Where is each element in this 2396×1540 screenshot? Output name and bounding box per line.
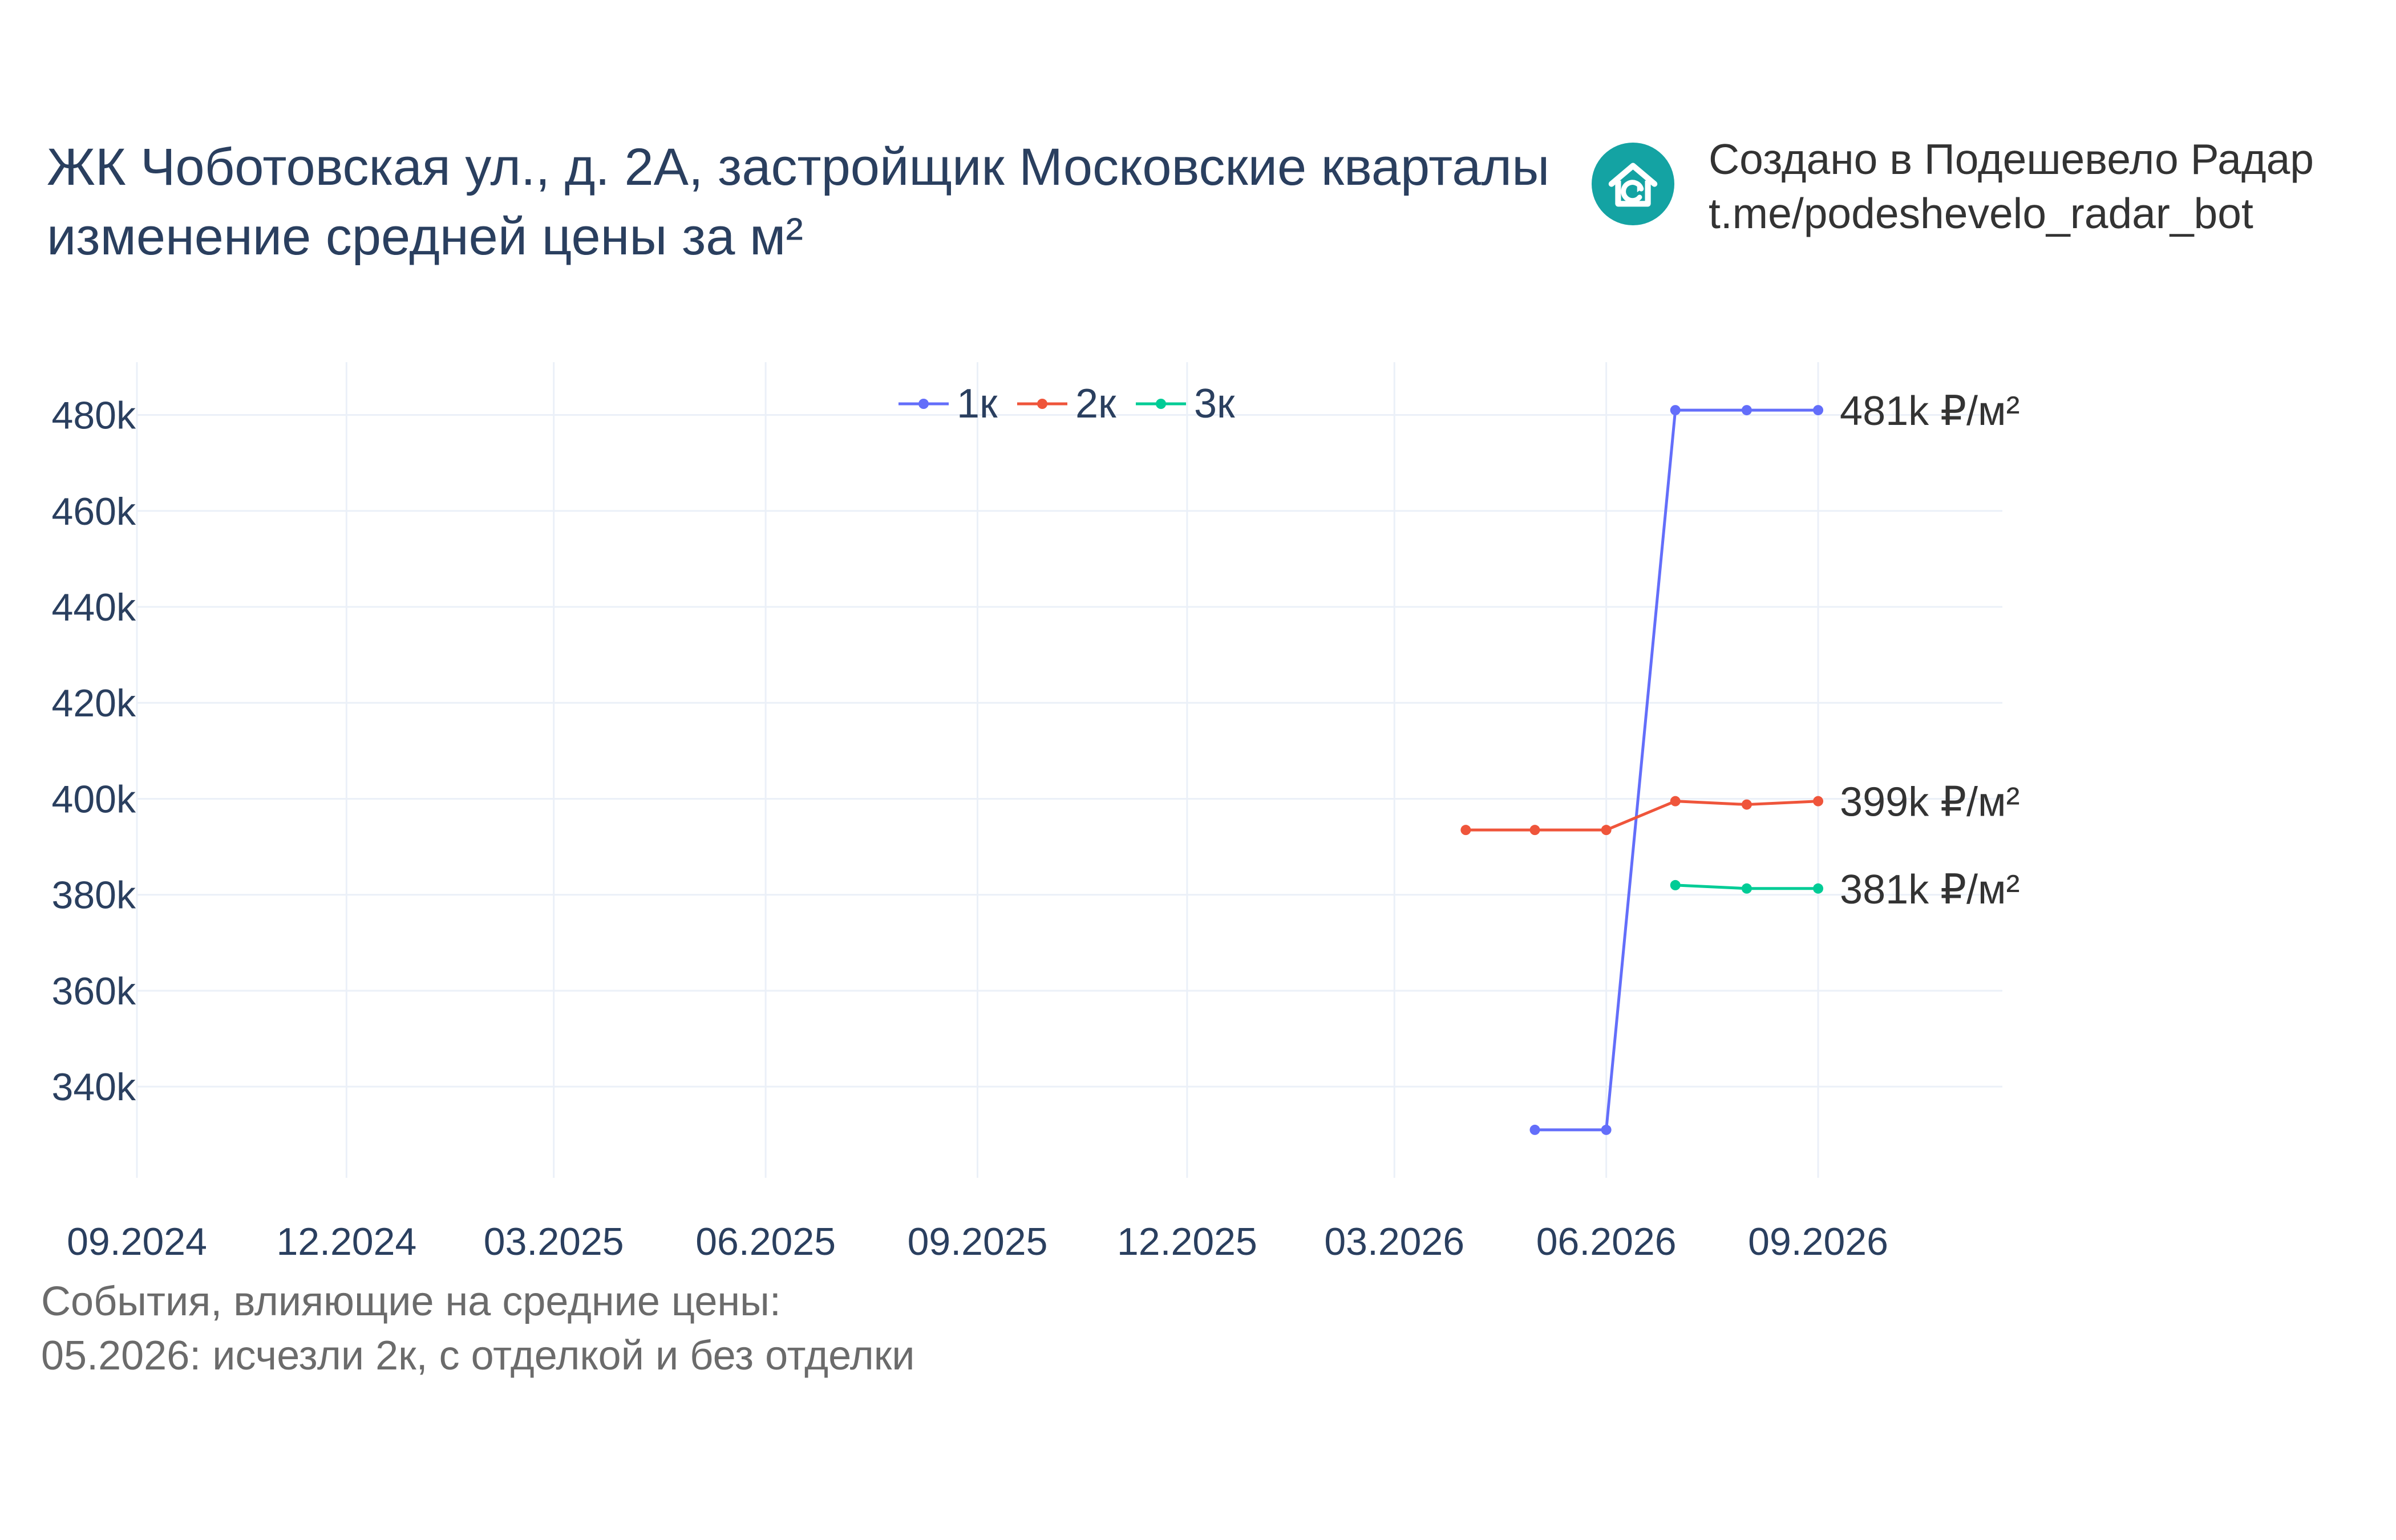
y-tick-label: 360k [52,970,136,1013]
y-tick-label: 440k [52,586,136,629]
events-notes: События, влияющие на средние цены: 05.20… [41,1275,915,1383]
x-tick-label: 09.2026 [1748,1220,1888,1263]
chart-axes: 09.2024 12.2024 03.2025 06.2025 09.2025 12.20… [52,394,1888,1263]
legend-marker [918,399,929,409]
series-1к [1529,405,1824,1135]
legend-marker [1156,399,1166,409]
legend-item[interactable]: 3к [1136,381,1235,427]
data-point[interactable] [1529,825,1540,836]
data-point[interactable] [1670,796,1681,807]
data-point[interactable] [1813,883,1824,894]
data-point[interactable] [1741,799,1752,810]
data-point[interactable] [1601,825,1612,836]
chart-end-labels: 481k ₽/м² 399k ₽/м² 381k ₽/м² [1840,388,2019,913]
series-2к [1460,796,1824,836]
branding-line1: Создано в Подешевело Радар [1709,135,2314,183]
y-tick-label: 380k [52,874,136,917]
y-tick-label: 420k [52,682,136,725]
x-tick-label: 09.2024 [67,1220,207,1263]
data-point[interactable] [1741,405,1752,416]
legend-item[interactable]: 2к [1017,381,1116,427]
legend-label: 3к [1194,381,1235,427]
x-tick-label: 06.2025 [695,1220,836,1263]
data-point[interactable] [1529,1124,1540,1135]
x-tick-label: 03.2026 [1324,1220,1464,1263]
x-tick-label: 03.2025 [484,1220,624,1263]
x-tick-label: 12.2024 [276,1220,416,1263]
branding: Создано в Подешевело Радар t.me/podeshev… [1709,132,2314,241]
legend-item[interactable]: 1к [898,381,998,427]
series-line [1535,408,1819,1132]
chart-series [1460,405,1824,1135]
end-value-label: 381k ₽/м² [1840,867,2019,913]
chart-title-line1: ЖК Чоботовская ул., д. 2А, застройщик Мо… [47,138,1550,196]
event-item: 05.2026: исчезли 2к, с отделкой и без от… [41,1333,915,1379]
chart-title-line2: изменение средней цены за м² [47,208,803,266]
legend-marker [1037,399,1047,409]
data-point[interactable] [1460,825,1471,836]
data-point[interactable] [1813,796,1824,807]
legend-label: 2к [1075,381,1116,427]
y-tick-label: 460k [52,490,136,533]
data-point[interactable] [1741,883,1752,894]
house-refresh-icon [1592,143,1674,225]
x-tick-label: 12.2025 [1117,1220,1257,1263]
events-heading: События, влияющие на средние цены: [41,1279,781,1324]
data-point[interactable] [1670,880,1681,890]
y-tick-label: 400k [52,777,136,821]
x-tick-label: 06.2026 [1536,1220,1677,1263]
series-line [1466,800,1819,832]
chart-legend: 1к 2к 3к [898,381,1235,427]
data-point[interactable] [1670,405,1681,416]
chart-title: ЖК Чоботовская ул., д. 2А, застройщик Мо… [47,132,1549,271]
y-tick-label: 340k [52,1065,136,1109]
series-3к [1670,880,1824,894]
y-tick-label: 480k [52,394,136,437]
end-value-label: 399k ₽/м² [1840,780,2019,825]
chart-grid [136,362,2002,1178]
data-point[interactable] [1601,1124,1612,1135]
branding-link[interactable]: t.me/podeshevelo_radar_bot [1709,189,2253,237]
data-point[interactable] [1813,405,1824,416]
legend-label: 1к [957,381,998,427]
x-tick-label: 09.2025 [908,1220,1048,1263]
end-value-label: 481k ₽/м² [1840,388,2019,434]
